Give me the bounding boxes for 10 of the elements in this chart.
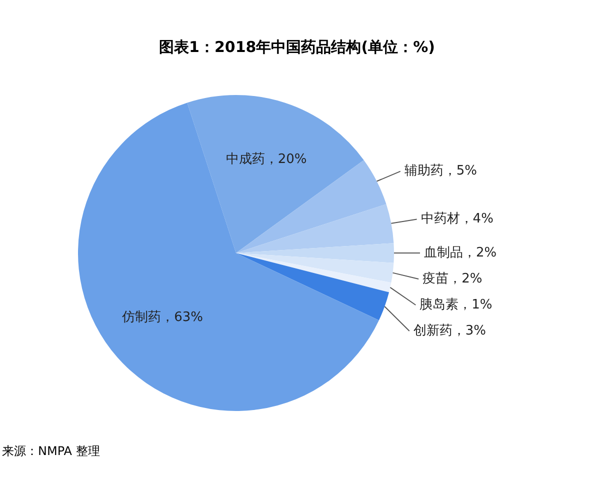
slice-label: 辅助药，5%: [404, 164, 478, 179]
chart-title: 图表1：2018年中国药品结构(单位：%): [158, 38, 436, 57]
slice-label: 中成药，20%: [226, 152, 307, 168]
slice-label: 创新药，3%: [413, 323, 486, 338]
slice-label: 中药材，4%: [420, 212, 494, 227]
source-note: 来源：NMPA 整理: [2, 443, 100, 460]
slice-label: 血制品，2%: [424, 245, 497, 260]
slice-label: 胰岛素，1%: [420, 297, 492, 312]
slice-label: 仿制药，63%: [121, 310, 203, 326]
slice-label: 疫苗，2%: [422, 271, 482, 286]
